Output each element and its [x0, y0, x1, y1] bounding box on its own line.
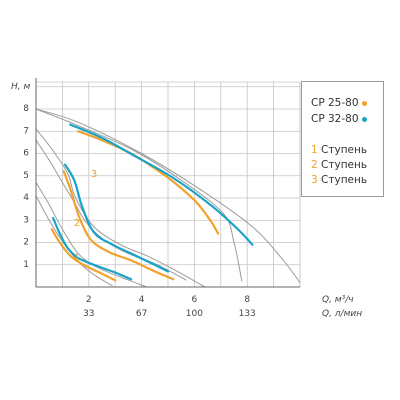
curve-label-2: 2: [74, 218, 80, 229]
series-line-cp32-80-stage-3: [69, 123, 254, 246]
y-axis-title: H, м: [11, 82, 30, 92]
legend-dot-cp32: [361, 116, 367, 122]
legend-dot-cp25: [361, 100, 367, 106]
legend-stage-3-number: 3: [311, 174, 318, 186]
y-tick-label: 5: [23, 171, 29, 181]
y-tick-label: 2: [23, 238, 29, 248]
performance-curves: 1 2 3: [50, 123, 254, 282]
legend-label-cp32: CP 32-80: [311, 113, 359, 125]
legend-stage-3: 3 Ступень: [311, 173, 367, 187]
y-tick-label: 8: [23, 104, 29, 114]
y-tick-label: 4: [23, 193, 29, 203]
legend-stage-3-label: Ступень: [321, 174, 368, 186]
series-line-cp32-80-stage-2: [63, 163, 170, 273]
x-tick-label-primary: 6: [192, 295, 198, 305]
legend: CP 25-80 CP 32-80 1 Ступень 2 Ступень 3 …: [301, 81, 384, 197]
legend-stage-2: 2 Ступень: [311, 158, 367, 172]
envelope-line-1: [35, 108, 243, 282]
axes: [35, 78, 300, 288]
envelope-line-3: [35, 128, 206, 288]
curve-label-3: 3: [91, 169, 97, 180]
legend-item-cp32: CP 32-80: [311, 112, 367, 126]
envelope-line-4: [35, 139, 187, 281]
x-tick-label-secondary: 100: [186, 309, 203, 319]
legend-stage-1-number: 1: [311, 144, 318, 156]
envelope-line-5: [35, 182, 148, 288]
series-line-cp25-80-stage-1: [50, 228, 117, 282]
x-axis-title-secondary: Q, л/мин: [322, 309, 362, 319]
legend-stage-1: 1 Ступень: [311, 143, 367, 157]
series-line-cp32-80-stage-1: [52, 216, 133, 281]
grid: [36, 81, 301, 287]
envelope-line-2: [35, 108, 301, 283]
x-tick-label-secondary: 133: [239, 309, 256, 319]
x-axis-title-primary: Q, м³/ч: [322, 295, 354, 305]
legend-item-cp25: CP 25-80: [311, 96, 367, 110]
x-tick-label-secondary: 67: [136, 309, 147, 319]
series-line-cp25-80-stage-2: [62, 170, 175, 281]
x-tick-label-primary: 8: [244, 295, 250, 305]
legend-stage-1-label: Ступень: [321, 144, 368, 156]
legend-stage-2-label: Ступень: [321, 159, 368, 171]
legend-label-cp25: CP 25-80: [311, 97, 359, 109]
y-tick-label: 6: [23, 149, 29, 159]
x-tick-label-primary: 4: [139, 295, 145, 305]
y-tick-label: 3: [23, 215, 29, 225]
x-tick-label-secondary: 33: [83, 309, 94, 319]
curve-label-1: 1: [74, 253, 80, 264]
y-tick-label: 7: [23, 126, 29, 136]
series-line-cp25-80-stage-3: [77, 130, 220, 235]
legend-stage-2-number: 2: [311, 159, 318, 171]
y-tick-label: 1: [23, 260, 29, 270]
x-tick-label-primary: 2: [86, 295, 92, 305]
